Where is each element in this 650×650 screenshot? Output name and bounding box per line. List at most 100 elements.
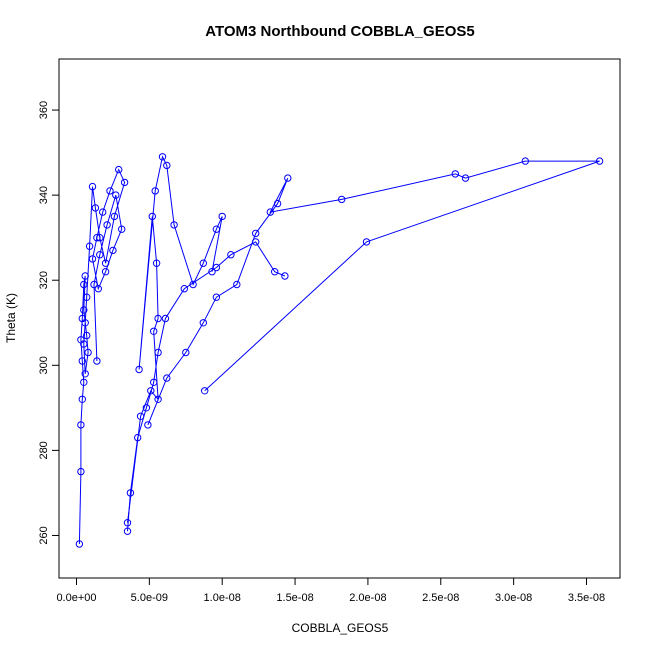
x-axis: 0.0e+00 5.0e-09 1.0e-08 1.5e-08 2.0e-08 2.5e-… <box>56 577 605 604</box>
data-point <box>199 319 208 327</box>
data-point <box>227 251 235 259</box>
data-point <box>120 178 129 187</box>
data-point <box>118 225 126 233</box>
data-point <box>93 357 101 365</box>
series-2 <box>123 238 289 535</box>
y-tick-label: 280 <box>38 441 50 459</box>
data-point <box>88 182 97 191</box>
data-point <box>189 280 197 289</box>
data-point <box>281 272 289 280</box>
data-point <box>81 370 89 378</box>
x-tick-label: 2.5e-08 <box>422 592 459 604</box>
data-point <box>112 191 120 199</box>
data-point <box>266 208 274 216</box>
x-tick-label: 1.5e-08 <box>276 592 313 604</box>
data-point <box>85 242 94 250</box>
data-point <box>362 238 371 246</box>
data-point <box>123 519 132 527</box>
x-tick-label: 3.0e-08 <box>495 592 532 604</box>
data-point <box>94 285 103 293</box>
data-point <box>78 357 87 365</box>
data-point <box>154 395 162 403</box>
data-point <box>595 157 604 165</box>
y-tick-label: 300 <box>38 356 50 374</box>
x-tick-label: 2.0e-08 <box>349 592 386 604</box>
data-point <box>233 280 241 289</box>
data-point <box>135 365 143 374</box>
data-point <box>163 374 171 382</box>
y-axis: 260 280 300 320 340 360 <box>38 101 60 545</box>
data-point <box>80 378 88 386</box>
data-point <box>208 268 216 276</box>
data-point <box>151 187 159 195</box>
data-point <box>201 387 209 395</box>
series-layer <box>75 153 604 548</box>
series-line <box>78 168 126 545</box>
data-point <box>136 412 145 420</box>
data-point <box>461 174 470 182</box>
series-line <box>127 155 223 523</box>
data-point <box>180 285 189 293</box>
data-point <box>80 340 88 348</box>
data-point <box>101 268 110 276</box>
data-point <box>152 259 161 267</box>
data-point <box>81 272 89 280</box>
y-axis-label: Theta (K) <box>4 293 18 343</box>
x-tick-label: 3.5e-08 <box>568 592 605 604</box>
x-axis-label: COBBLA_GEOS5 <box>292 621 389 635</box>
data-point <box>115 165 123 174</box>
series-3 <box>123 153 226 527</box>
data-point <box>99 208 107 216</box>
data-point <box>110 212 119 221</box>
data-point <box>218 212 226 221</box>
data-point <box>80 306 88 314</box>
data-point <box>83 331 91 340</box>
series-line <box>147 160 600 426</box>
data-point <box>83 293 91 301</box>
data-point <box>199 259 208 267</box>
series-4 <box>144 157 604 429</box>
data-point <box>212 225 221 233</box>
data-point <box>451 170 459 178</box>
data-point <box>90 280 98 289</box>
x-tick-label: 1.0e-08 <box>204 592 241 604</box>
data-point <box>109 246 117 255</box>
y-tick-label: 340 <box>38 186 50 204</box>
data-point <box>96 251 104 259</box>
data-point <box>106 187 114 195</box>
data-point <box>80 280 88 289</box>
x-tick-label: 5.0e-09 <box>131 592 168 604</box>
data-point <box>150 327 158 335</box>
data-point <box>212 293 221 301</box>
data-point <box>154 314 162 323</box>
data-point <box>147 387 155 395</box>
series-1 <box>75 165 129 548</box>
data-point <box>271 268 279 276</box>
x-tick-label: 0.0e+00 <box>56 592 96 604</box>
data-point <box>77 421 85 429</box>
data-point <box>182 348 190 357</box>
data-point <box>158 153 167 161</box>
data-point <box>161 314 170 323</box>
data-point <box>103 221 111 229</box>
y-tick-label: 260 <box>38 526 50 544</box>
data-point <box>163 161 171 170</box>
data-point <box>284 174 292 182</box>
data-point <box>144 421 152 429</box>
data-point <box>521 157 529 165</box>
data-point <box>338 195 346 204</box>
data-point <box>148 212 157 221</box>
data-point <box>170 221 178 229</box>
data-point <box>101 259 110 267</box>
y-tick-label: 320 <box>38 271 50 289</box>
data-point <box>84 348 92 357</box>
data-point <box>81 319 89 327</box>
y-tick-label: 360 <box>38 101 50 119</box>
data-point <box>88 255 97 263</box>
data-point <box>75 540 84 548</box>
data-point <box>93 234 101 242</box>
data-point <box>96 234 104 242</box>
data-point <box>273 199 282 208</box>
chart-title: ATOM3 Northbound COBBLA_GEOS5 <box>205 23 474 40</box>
data-point <box>78 395 87 403</box>
